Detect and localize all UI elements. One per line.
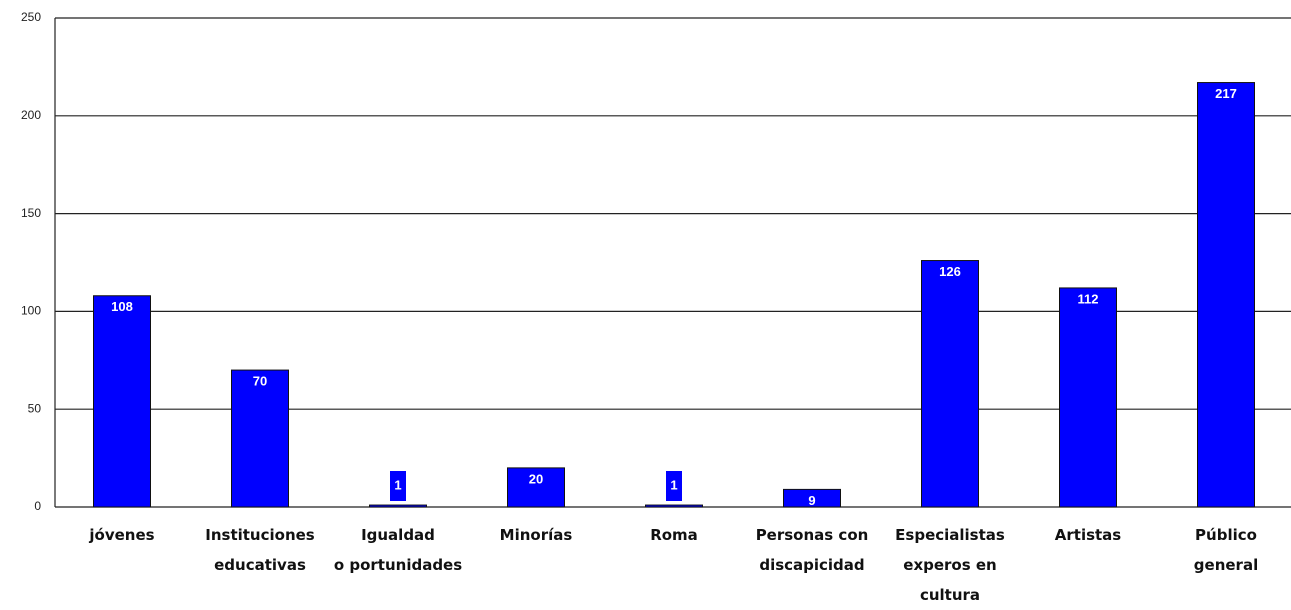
value-label: 1 xyxy=(394,477,401,492)
x-tick-label: Personas con discapicidad xyxy=(755,526,869,574)
x-tick-label: Instituciones educativas xyxy=(205,526,315,574)
chart: 0 50 100 150 200 250 108 70 1 20 1 9 126 112 217 xyxy=(21,10,1291,513)
x-tick-label: Minorías xyxy=(499,526,573,544)
value-label: 70 xyxy=(253,374,267,389)
value-label: 1 xyxy=(670,477,677,492)
bar xyxy=(231,369,289,508)
bar xyxy=(93,295,151,508)
bar xyxy=(645,504,703,508)
bar xyxy=(783,488,841,508)
y-tick-label: 250 xyxy=(21,10,41,24)
value-label: 108 xyxy=(111,299,133,314)
bar xyxy=(1059,287,1117,508)
bar xyxy=(921,260,979,508)
value-label: 9 xyxy=(808,493,815,508)
bar xyxy=(369,504,427,508)
x-tick-label: Público general xyxy=(1193,526,1259,574)
bar xyxy=(507,467,565,508)
y-tick-label: 100 xyxy=(21,304,41,318)
y-tick-label: 200 xyxy=(21,108,41,122)
y-tick-label: 50 xyxy=(28,401,42,415)
x-tick-label: Especialistas experos en cultura xyxy=(895,526,1005,604)
y-tick-label: 150 xyxy=(21,206,41,220)
x-tick-label: jóvenes xyxy=(89,526,155,544)
value-label: 217 xyxy=(1215,86,1237,101)
value-label: 20 xyxy=(529,471,543,486)
value-label-box xyxy=(666,471,682,501)
x-tick-label: Artistas xyxy=(1054,526,1122,544)
y-tick-label: 0 xyxy=(34,499,41,513)
x-tick-label: Roma xyxy=(650,526,698,544)
value-label: 112 xyxy=(1078,291,1099,306)
value-label: 126 xyxy=(939,264,961,279)
value-label-box xyxy=(390,471,406,501)
bar xyxy=(1197,82,1255,508)
x-tick-label: Igualdad o portunidades xyxy=(333,526,463,574)
